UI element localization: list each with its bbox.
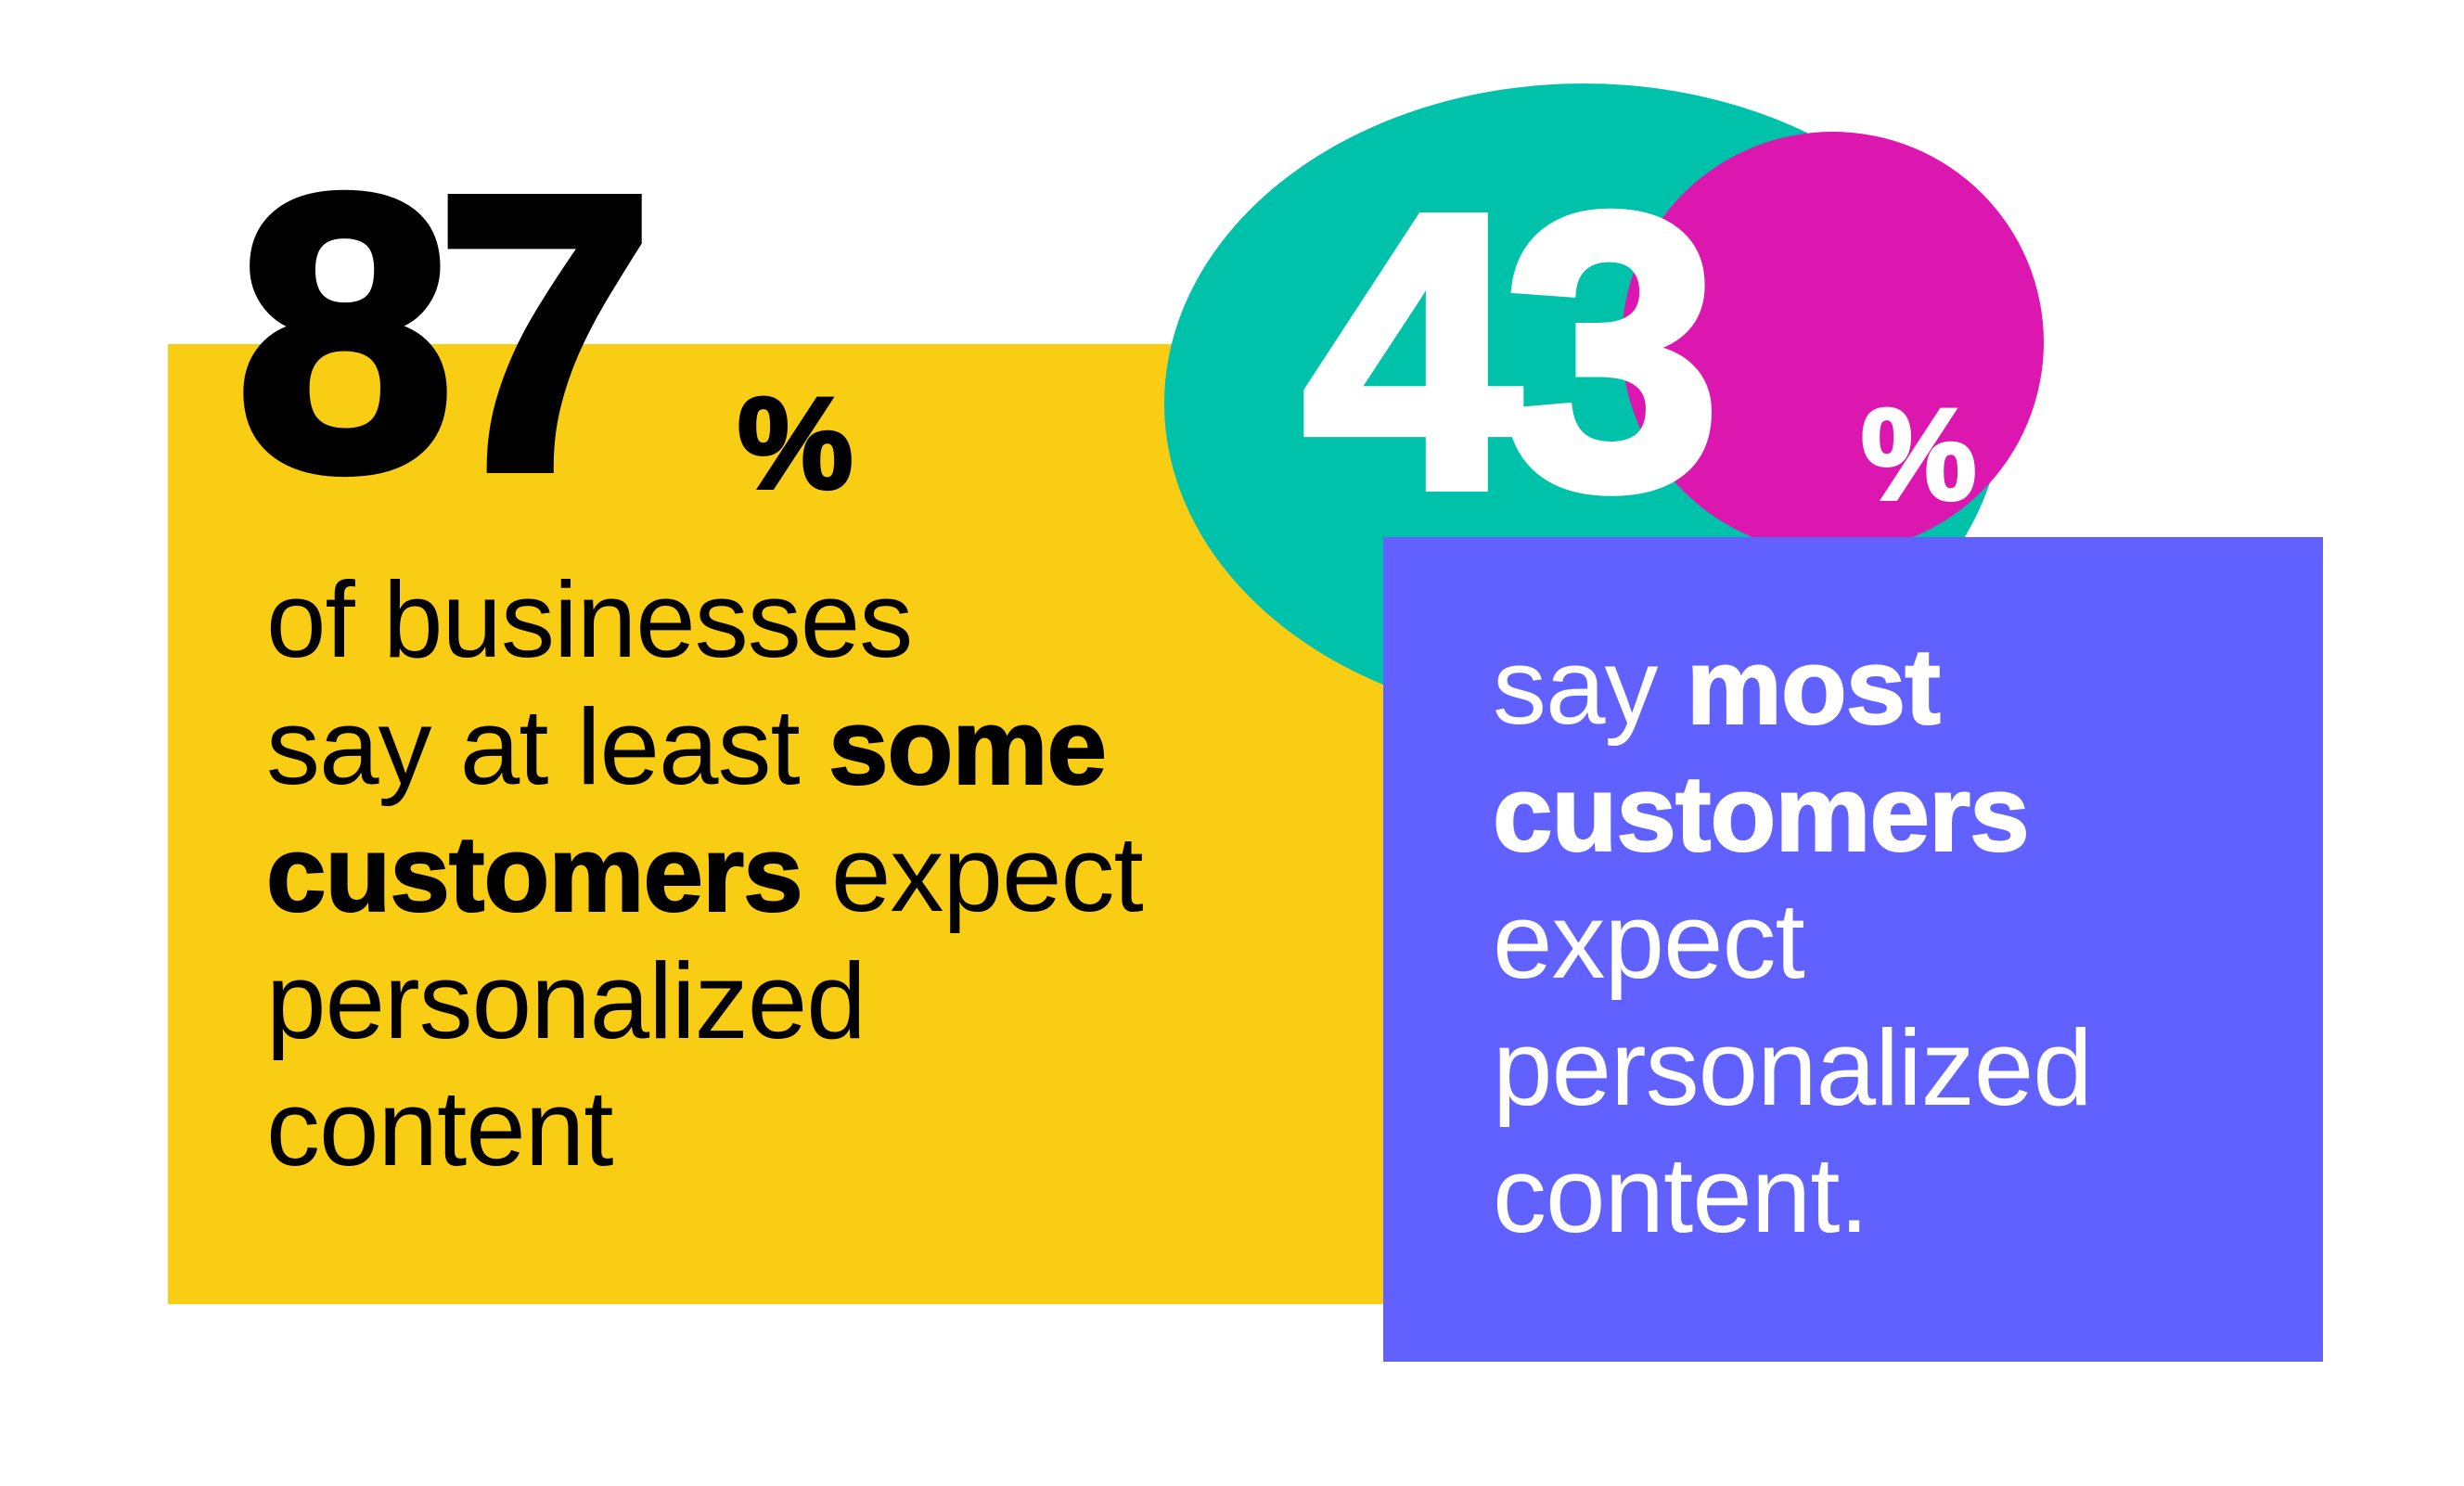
stat-87-line: say at least some (266, 685, 1108, 808)
stat-43-line: personalized (1493, 1007, 2093, 1128)
magenta-circle (1622, 132, 2044, 553)
stat-87-line: customers expect (265, 813, 1144, 935)
purple-panel (1383, 537, 2323, 1362)
stat-87-line: content (266, 1068, 614, 1188)
stat-43-percent-sign: % (1859, 381, 1979, 527)
stat-87-line: personalized (266, 941, 866, 1061)
stat-43-number: 43 (1298, 135, 1726, 570)
stat-87-description: of businesses say at least some customer… (265, 557, 1144, 1192)
stat-43-line: content. (1493, 1134, 1869, 1255)
stat-87-percent-sign: % (736, 370, 855, 516)
stat-43-line: expect (1493, 880, 1805, 1001)
stat-43-line: say most (1493, 625, 1942, 748)
stat-87-number: 87 (231, 116, 659, 551)
stat-43-line: customers (1492, 752, 2031, 875)
stat-87-line: of businesses (266, 559, 913, 680)
stat-43-description: say most customers expect personalized c… (1492, 623, 2093, 1259)
